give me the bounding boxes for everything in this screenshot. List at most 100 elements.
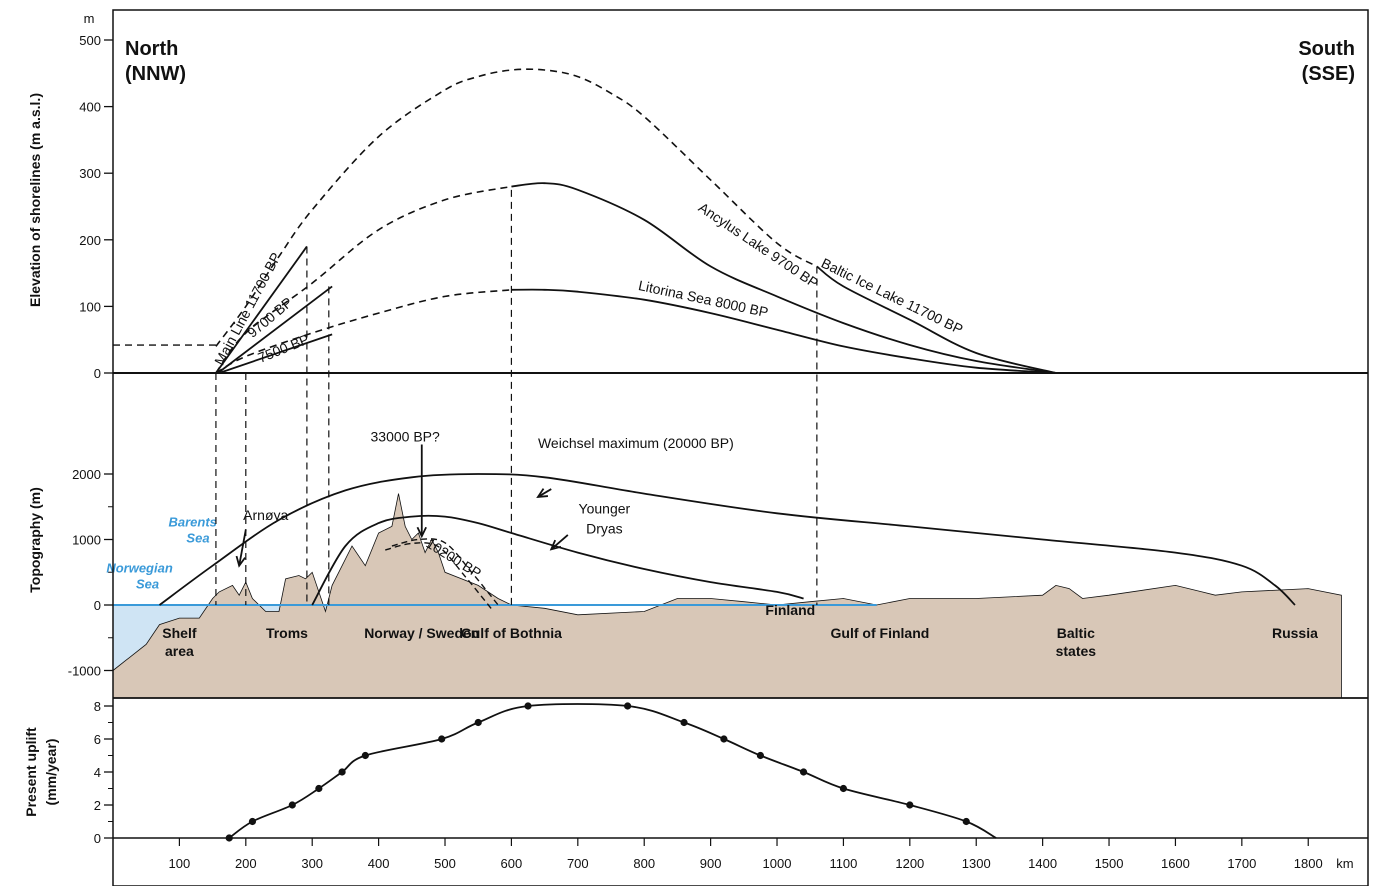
x-tick-label: 1200 (895, 856, 924, 871)
shoreline-ytick-label: 300 (79, 166, 101, 181)
uplift-point (438, 735, 446, 743)
x-tick-label: 500 (434, 856, 456, 871)
norwegian-sea-label-2: Sea (136, 576, 159, 591)
x-tick-label: 800 (633, 856, 655, 871)
x-tick-label: 400 (368, 856, 390, 871)
line-9700-solid (217, 285, 333, 374)
uplift-point (720, 735, 728, 743)
region-label: Russia (1272, 625, 1318, 641)
x-tick-label: 600 (501, 856, 523, 871)
uplift-ylabel-2: (mm/year) (43, 739, 59, 806)
topography-ylabel: Topography (m) (27, 487, 43, 593)
line-7500-solid (218, 333, 333, 374)
ancylus-lake-line (511, 182, 1057, 374)
uplift-point (756, 751, 765, 760)
uplift-point (680, 718, 688, 727)
shoreline-ytick-label: 0 (94, 366, 101, 381)
weichsel-maximum-label: Weichsel maximum (20000 BP) (538, 435, 734, 451)
weichsel-maximum-line (158, 473, 1296, 606)
north-title-2: (NNW) (125, 63, 186, 85)
younger-dryas-label-2: Dryas (586, 520, 623, 536)
arrow-arnoya (238, 529, 247, 566)
shoreline-ytick-label: 400 (79, 100, 101, 115)
topography-ytick-label: 2000 (72, 467, 101, 482)
uplift-ytick-label: 2 (94, 798, 101, 813)
uplift-point (839, 784, 848, 793)
baltic-ice-lake-dashed (215, 68, 818, 347)
main-line-solid (215, 245, 308, 374)
x-tick-label: 1700 (1227, 856, 1256, 871)
x-tick-label: 1100 (829, 856, 857, 871)
norwegian-sea-label-1: Norwegian (106, 560, 173, 575)
arrow-younger-dryas (550, 534, 569, 551)
label-33000: 33000 BP? (371, 428, 440, 444)
region-label: states (1056, 643, 1097, 659)
shoreline-ytick-label: 500 (79, 33, 101, 48)
arrow-arnoya-head (235, 555, 246, 568)
x-tick-label: 200 (235, 856, 257, 871)
north-title-1: North (125, 38, 178, 60)
uplift-point (524, 702, 532, 710)
region-label: Troms (266, 625, 308, 641)
shoreline-ytick-label: 200 (79, 233, 101, 248)
uplift-ytick-label: 8 (94, 699, 101, 714)
uplift-point (315, 784, 323, 793)
region-label: area (165, 643, 194, 659)
topography-ytick-label: 1000 (72, 533, 101, 548)
uplift-ytick-label: 0 (94, 831, 101, 846)
arrow-younger-dryas-head (549, 539, 562, 551)
x-tick-label: 1400 (1028, 856, 1057, 871)
arnoya-label: Arnøya (243, 507, 288, 523)
uplift-point (474, 718, 482, 727)
uplift-point (962, 817, 970, 826)
arrow-33000-head (416, 526, 427, 539)
uplift-point (225, 834, 233, 842)
x-tick-label: 1800 (1294, 856, 1323, 871)
uplift-ylabel-1: Present uplift (23, 727, 39, 817)
uplift-panel: 0 2 4 6 8 Present uplift (mm/year) 100 200 300 400… (23, 699, 1368, 871)
x-tick-label: 300 (301, 856, 323, 871)
x-axis-unit: km (1336, 856, 1353, 871)
south-title-2: (SSE) (1302, 63, 1355, 85)
x-tick-label: 1500 (1095, 856, 1124, 871)
plot-frame (112, 9, 1369, 886)
region-label: Norway / Sweden (364, 625, 479, 641)
x-tick-label: 100 (169, 856, 191, 871)
line-10200-dashed-inner (385, 542, 493, 610)
topography-ytick-label: 0 (94, 598, 101, 613)
shoreline-ylabel: Elevation of shorelines (m a.s.l.) (27, 93, 43, 307)
x-tick-label: 1600 (1161, 856, 1190, 871)
x-tick-label: 900 (700, 856, 722, 871)
baltic-ice-lake-line (816, 265, 1057, 374)
uplift-point (288, 801, 296, 809)
line-10200-dashed (391, 538, 499, 606)
uplift-point (338, 768, 346, 776)
uplift-point (799, 768, 808, 776)
region-label: Shelf (162, 625, 197, 641)
younger-dryas-line (311, 514, 804, 606)
x-tick-label: 700 (567, 856, 589, 871)
ancylus-lake-dashed (215, 185, 512, 374)
uplift-point (248, 817, 257, 826)
arrow-weichsel-head (536, 488, 549, 498)
topography-panel: -1000 0 1000 2000 Topography (m) Weichsel max… (27, 428, 1368, 699)
uplift-ytick-label: 6 (94, 732, 101, 747)
younger-dryas-label-1: Younger (579, 500, 631, 516)
shoreline-yunit: m (84, 11, 95, 26)
x-tick-label: 1000 (763, 856, 792, 871)
barents-sea-label-2: Sea (186, 530, 209, 545)
region-label: Gulf of Finland (831, 625, 930, 641)
x-tick-label: 1300 (962, 856, 991, 871)
region-label: Baltic (1057, 625, 1095, 641)
barents-sea-label-1: Barents (168, 514, 216, 529)
region-label: Gulf of Bothnia (461, 625, 562, 641)
terrain-profile (112, 493, 1342, 699)
south-title-1: South (1298, 38, 1355, 60)
finland-label: Finland (765, 602, 815, 618)
shoreline-ytick-label: 100 (79, 299, 101, 314)
uplift-point (361, 751, 369, 760)
litorina-sea-line (511, 288, 1056, 374)
uplift-ytick-label: 4 (94, 765, 101, 780)
